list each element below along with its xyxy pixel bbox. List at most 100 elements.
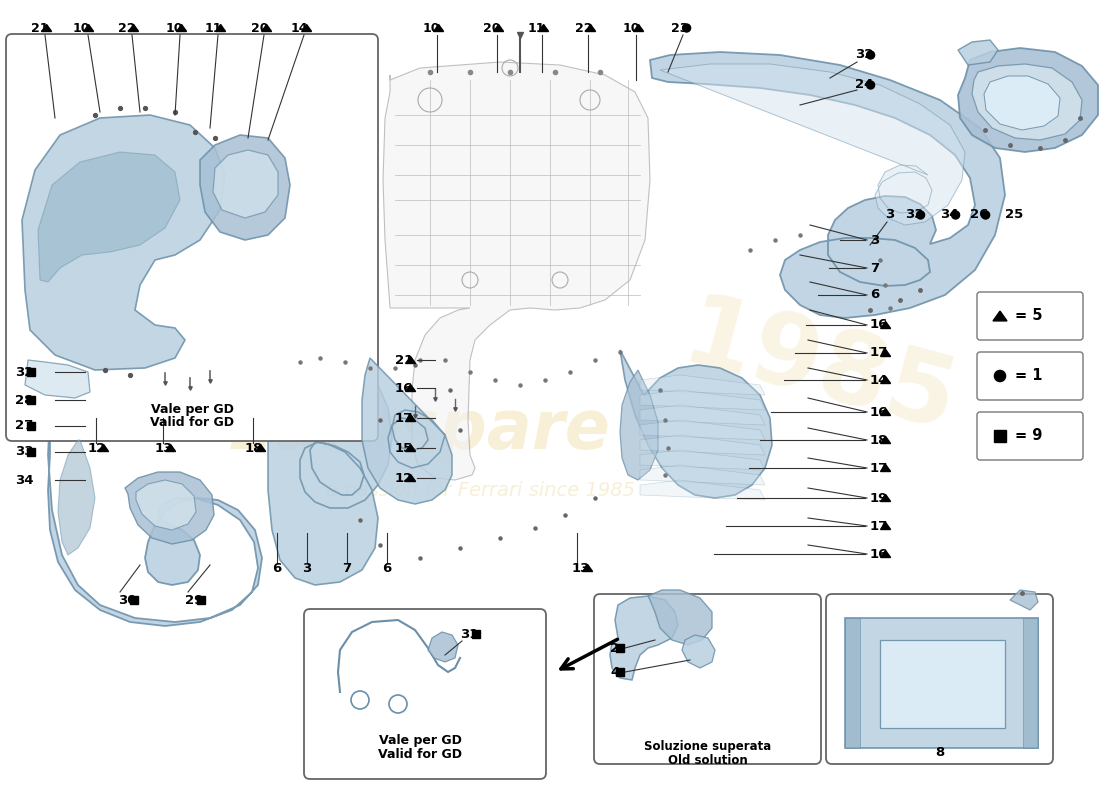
Polygon shape: [958, 40, 998, 65]
Polygon shape: [880, 640, 1005, 728]
Polygon shape: [99, 445, 109, 451]
FancyBboxPatch shape: [6, 34, 378, 441]
Polygon shape: [640, 375, 764, 395]
Text: 3: 3: [302, 562, 311, 574]
Polygon shape: [993, 311, 1007, 321]
Polygon shape: [881, 465, 891, 471]
Text: 13: 13: [572, 562, 591, 574]
Polygon shape: [610, 596, 678, 680]
Bar: [26, 396, 34, 404]
Polygon shape: [881, 409, 891, 415]
Text: 2: 2: [610, 642, 619, 654]
Circle shape: [867, 81, 875, 89]
Text: 34: 34: [940, 209, 958, 222]
Text: = 9: = 9: [1015, 429, 1043, 443]
Text: 6: 6: [382, 562, 392, 574]
Text: 31: 31: [460, 627, 478, 641]
Text: 8: 8: [935, 746, 944, 758]
Circle shape: [916, 211, 925, 219]
Text: 20: 20: [483, 22, 500, 34]
Polygon shape: [406, 414, 416, 422]
Polygon shape: [58, 440, 95, 555]
Text: = 1: = 1: [1015, 369, 1043, 383]
Polygon shape: [845, 618, 1038, 748]
Text: 16: 16: [870, 318, 889, 331]
Polygon shape: [640, 465, 764, 485]
Text: 26: 26: [970, 209, 989, 222]
FancyBboxPatch shape: [304, 609, 546, 779]
Text: 12: 12: [395, 471, 414, 485]
Text: 6: 6: [870, 289, 879, 302]
Text: 28: 28: [15, 394, 33, 406]
Polygon shape: [216, 25, 225, 31]
Polygon shape: [640, 450, 764, 470]
Text: Vale per GD: Vale per GD: [378, 734, 461, 747]
Text: 24: 24: [855, 78, 873, 91]
Text: 11: 11: [528, 22, 546, 34]
Text: 11: 11: [205, 22, 222, 34]
Text: 22: 22: [118, 22, 135, 34]
Polygon shape: [22, 115, 226, 370]
Polygon shape: [682, 635, 715, 668]
Polygon shape: [640, 435, 764, 455]
Polygon shape: [881, 377, 891, 383]
Circle shape: [683, 24, 691, 32]
Polygon shape: [428, 632, 458, 662]
Text: 1985: 1985: [673, 287, 967, 453]
Text: 12: 12: [88, 442, 107, 454]
Text: 7: 7: [870, 262, 879, 274]
Polygon shape: [640, 405, 764, 425]
Text: Old solution: Old solution: [668, 754, 748, 767]
Text: 16: 16: [395, 382, 414, 394]
Polygon shape: [268, 358, 392, 585]
Text: Vale per GD: Vale per GD: [151, 403, 233, 416]
Text: 7: 7: [342, 562, 351, 574]
Text: 18: 18: [870, 434, 889, 446]
Polygon shape: [177, 25, 187, 31]
Polygon shape: [648, 590, 712, 645]
Text: 10: 10: [166, 22, 184, 34]
Text: 20: 20: [251, 22, 268, 34]
Text: 32: 32: [855, 49, 873, 62]
Text: 13: 13: [155, 442, 174, 454]
Polygon shape: [166, 445, 176, 451]
Polygon shape: [213, 150, 278, 218]
Polygon shape: [972, 64, 1082, 140]
Text: 3: 3: [886, 209, 894, 222]
Circle shape: [867, 51, 875, 59]
FancyBboxPatch shape: [977, 292, 1084, 340]
Text: 6: 6: [272, 562, 282, 574]
Text: 22: 22: [575, 22, 593, 34]
Polygon shape: [39, 152, 180, 282]
Text: 30: 30: [118, 594, 136, 606]
Text: 33: 33: [905, 209, 924, 222]
Polygon shape: [200, 135, 290, 240]
Polygon shape: [640, 480, 764, 500]
Polygon shape: [383, 62, 650, 480]
FancyBboxPatch shape: [826, 594, 1053, 764]
Bar: [616, 668, 624, 676]
Bar: [472, 630, 480, 638]
FancyBboxPatch shape: [977, 412, 1084, 460]
Polygon shape: [406, 385, 416, 391]
Polygon shape: [650, 52, 1005, 318]
Circle shape: [981, 211, 990, 219]
Polygon shape: [583, 565, 593, 571]
Text: 17: 17: [870, 519, 889, 533]
Text: 17: 17: [870, 346, 889, 359]
Bar: [26, 368, 34, 376]
Polygon shape: [406, 357, 416, 363]
Text: 23: 23: [671, 22, 689, 34]
Bar: [616, 644, 624, 652]
Polygon shape: [660, 64, 965, 225]
Bar: [197, 596, 205, 604]
Text: 15: 15: [395, 442, 414, 454]
Polygon shape: [406, 445, 416, 451]
Polygon shape: [539, 25, 549, 31]
Text: 18: 18: [245, 442, 263, 454]
Polygon shape: [301, 25, 311, 31]
Polygon shape: [640, 420, 764, 440]
Bar: [994, 430, 1005, 442]
Polygon shape: [1023, 618, 1038, 748]
Polygon shape: [984, 76, 1060, 130]
